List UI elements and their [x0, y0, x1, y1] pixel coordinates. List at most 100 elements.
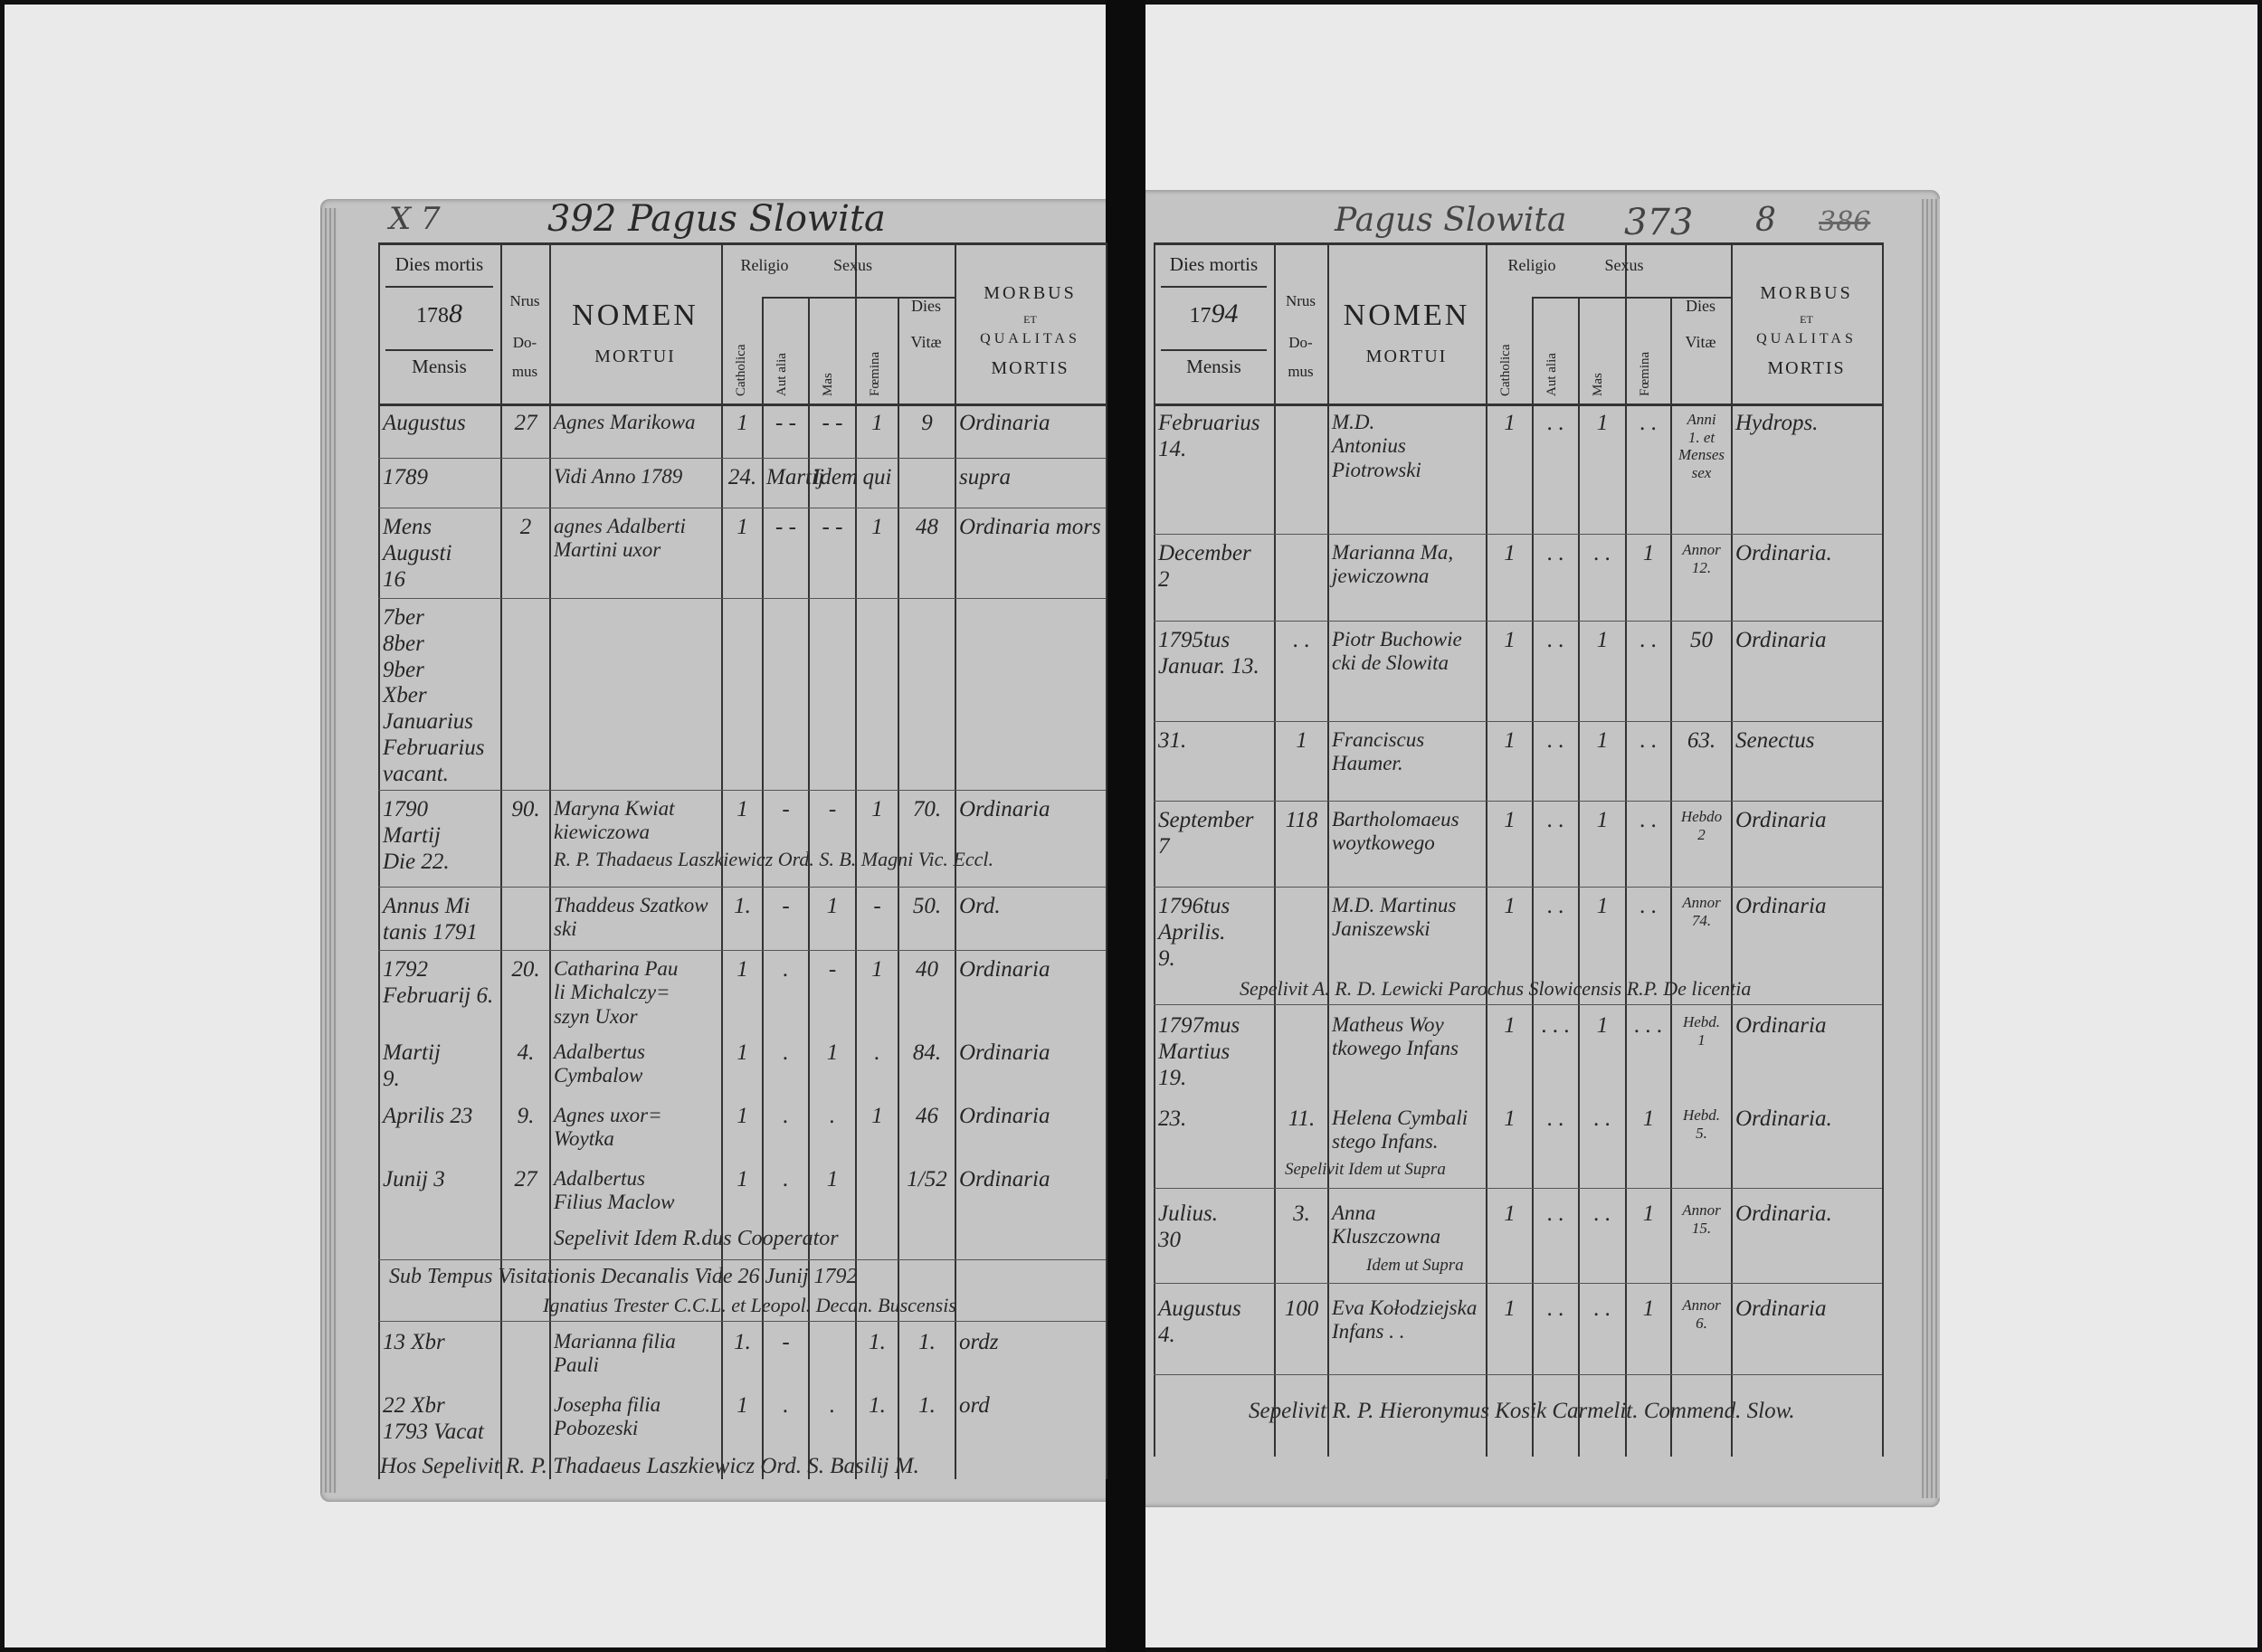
row-rule — [378, 887, 1106, 888]
cell-nomen: Marianna filia Pauli — [554, 1330, 676, 1377]
cell-foemina: . . — [1639, 808, 1658, 832]
column-rule — [378, 242, 380, 1479]
cell-nomen: Vidi Anno 1789 — [554, 465, 683, 488]
header-year: 1794 — [1154, 299, 1274, 329]
column-rule — [898, 299, 899, 1479]
page-number: 373 — [1624, 202, 1694, 243]
cell-nomen: Eva Kołodziejska Infans . . — [1332, 1296, 1478, 1343]
cell-vitae: Annor 74. — [1682, 894, 1721, 929]
header-mas: Mas — [1591, 373, 1605, 396]
cell-alia: . — [783, 1040, 789, 1065]
page-heading: 392 Pagus Slowita — [547, 198, 886, 240]
cell-foemina: 1 — [871, 957, 883, 982]
cell-mas: - — [828, 797, 837, 821]
row-rule — [1154, 801, 1882, 802]
cell-alia: . . — [1547, 411, 1564, 435]
cell-mas: 1 — [1596, 411, 1609, 435]
cell-mas: . . — [1593, 541, 1611, 565]
header-sexus: Sexus — [1604, 256, 1644, 274]
cell-nomen: M.D. Martinus Janiszewski — [1332, 894, 1457, 941]
cell-foemina: 1. — [869, 1330, 886, 1354]
cell-foemina: - — [873, 894, 881, 918]
column-rule — [1274, 242, 1276, 1457]
cell-morbus: Ordinaria — [959, 1104, 1050, 1128]
header-nomen: NOMEN — [572, 299, 699, 332]
header-bottom-rule — [1154, 404, 1882, 406]
header-mortui: MORTUI — [594, 347, 676, 366]
cell-mensis: 1789 — [383, 465, 428, 489]
cell-alia: . . — [1547, 1296, 1564, 1321]
cell-vitae: 50 — [1690, 628, 1713, 652]
row-rule — [1154, 621, 1882, 622]
cell-catholica: 1 — [737, 411, 748, 435]
column-rule — [1154, 242, 1155, 1457]
cell-mas: 1 — [826, 1167, 839, 1192]
cell-morbus: Ordinaria — [1735, 894, 1827, 918]
cell-mensis: 31. — [1158, 728, 1187, 753]
cell-catholica: 1. — [734, 894, 751, 918]
row-rule — [378, 1321, 1106, 1322]
cell-domus: 1 — [1296, 728, 1307, 753]
year-printed: 17 — [1189, 304, 1212, 328]
cell-alia: - - — [775, 515, 796, 539]
cell-morbus: Ordinaria. — [1735, 541, 1832, 565]
row-rule — [378, 790, 1106, 791]
cell-catholica: 1 — [737, 1040, 748, 1065]
cell-morbus: Hydrops. — [1735, 411, 1819, 435]
cell-morbus: Ord. — [959, 894, 1001, 918]
column-rule — [1578, 299, 1580, 1457]
cell-vitae: 9 — [921, 411, 933, 435]
cell-alia: . . — [1547, 728, 1564, 753]
cell-alia: . . . — [1541, 1013, 1571, 1038]
cell-mas: 1 — [1596, 894, 1609, 918]
cell-alia: . . — [1547, 1201, 1564, 1226]
header-nrus: Nrus — [509, 292, 540, 309]
cell-domus: 3. — [1293, 1201, 1310, 1226]
cell-mensis: 1790 Martij Die 22. — [383, 797, 450, 874]
cell-catholica: 1 — [1504, 541, 1516, 565]
cell-foemina: . . — [1639, 894, 1658, 918]
cell-mensis: Martij 9. — [383, 1040, 441, 1091]
cell-mensis: 13 Xbr — [383, 1330, 445, 1354]
cell-vitae: 70. — [912, 797, 942, 821]
cell-foemina: 1 — [1642, 1106, 1655, 1131]
cell-alia: . . — [1547, 1106, 1564, 1131]
header-year: 1788 — [378, 299, 500, 329]
cell-vitae: Hebdo 2 — [1680, 808, 1723, 843]
page-edge — [1922, 199, 1940, 1498]
binding-spine — [1106, 0, 1145, 1652]
header-dies: Dies — [1686, 297, 1716, 315]
cell-foemina: 1 — [871, 411, 883, 435]
header-mortis: MORTIS — [1767, 358, 1846, 378]
cell-alia: . . — [1547, 628, 1564, 652]
cell-catholica: 1 — [737, 797, 748, 821]
cell-mensis: 22 Xbr 1793 Vacat — [383, 1393, 484, 1444]
cell-foemina: . . — [1639, 628, 1658, 652]
row-rule — [378, 458, 1106, 459]
row-rule — [1154, 721, 1882, 722]
cell-alia: . — [783, 957, 789, 982]
header-vitae: Vitæ — [1685, 333, 1716, 351]
cell-mensis: 1792 Februarij 6. — [383, 957, 494, 1008]
cell-mas: . . — [1593, 1296, 1611, 1321]
column-rule — [1670, 299, 1672, 1457]
cell-catholica: 1 — [737, 957, 748, 982]
header-dies: Dies — [911, 297, 941, 315]
header-nrus: Nrus — [1285, 292, 1316, 309]
cell-alia: . . — [1547, 808, 1564, 832]
row-rule — [378, 950, 1106, 951]
cell-catholica: 1 — [1504, 728, 1516, 753]
cell-nomen: Josepha filia Pobozeski — [554, 1393, 661, 1440]
year-rule — [385, 349, 493, 351]
cell-mas: . . — [1593, 1201, 1611, 1226]
cell-mensis: 1795tus Januar. 13. — [1158, 628, 1259, 679]
cell-nomen: Agnes uxor= Woytka — [554, 1104, 662, 1151]
column-rule — [808, 299, 810, 1479]
cell-alia: . — [783, 1104, 789, 1128]
cell-domus: 27 — [514, 1167, 537, 1192]
cell-nomen: Catharina Pau li Michalczy= szyn Uxor — [554, 957, 679, 1028]
header-mortui: MORTUI — [1365, 347, 1448, 366]
annotation-note: Sepelivit A. R. D. Lewicki Parochus Slow… — [1240, 977, 1752, 1000]
header-catholica: Catholica — [734, 344, 748, 396]
header-domus: Do- mus — [1288, 334, 1314, 381]
